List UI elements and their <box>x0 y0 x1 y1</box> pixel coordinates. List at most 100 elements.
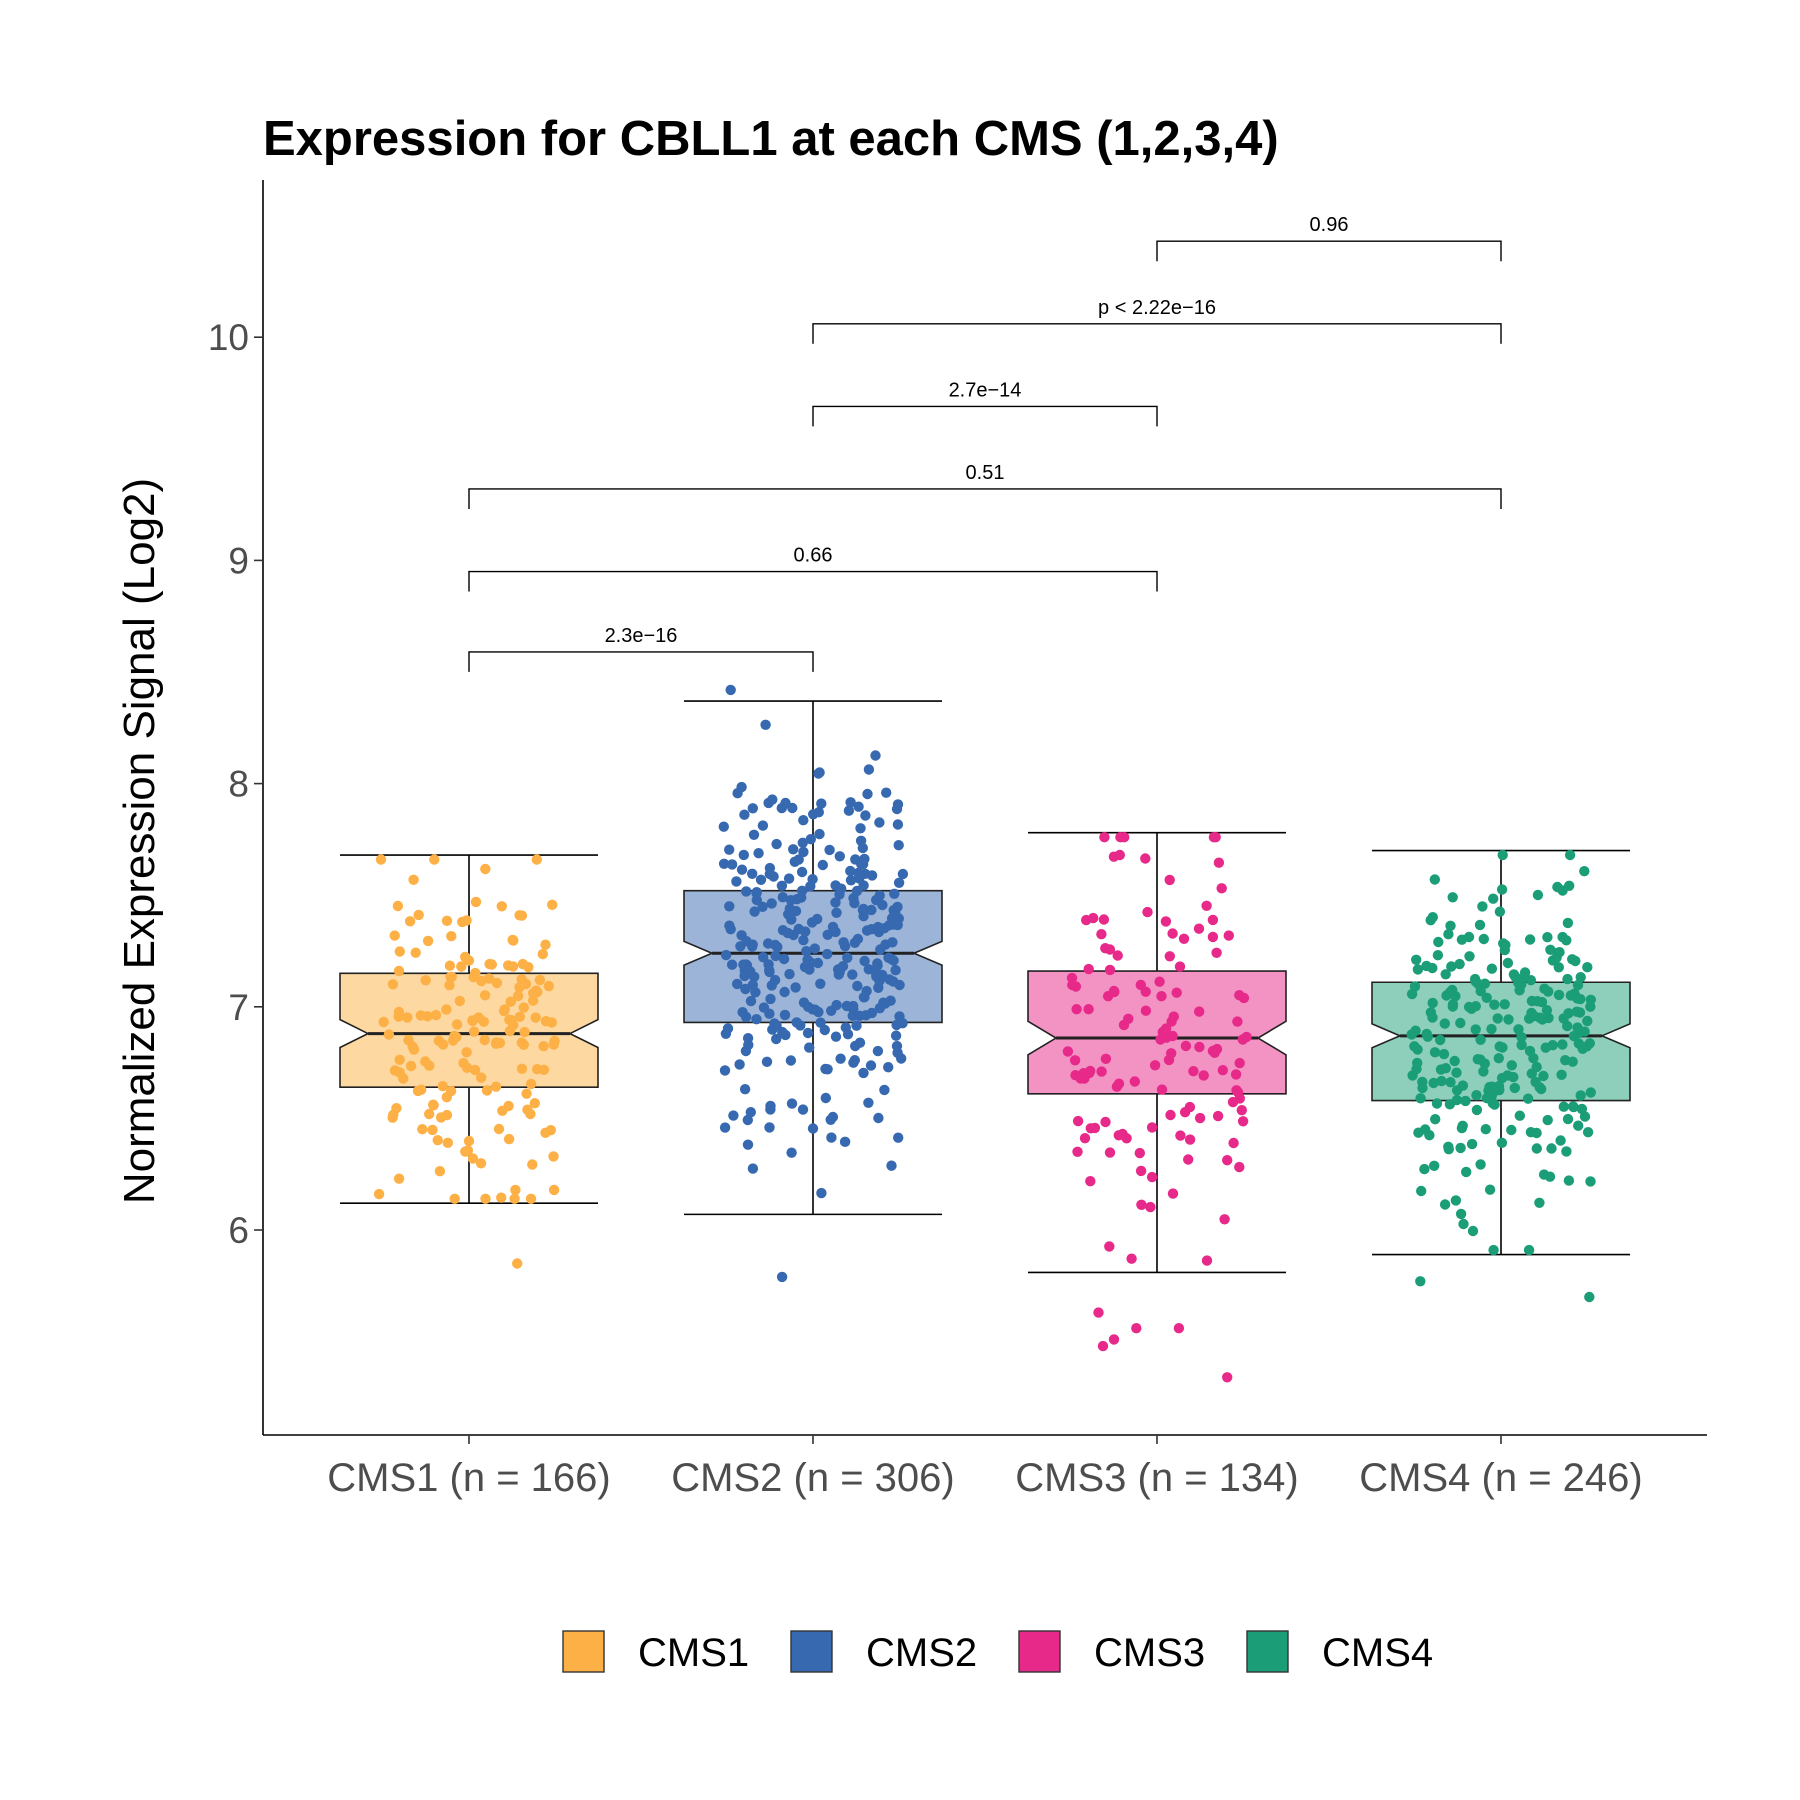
data-point <box>1145 1201 1156 1213</box>
data-point <box>1085 1065 1096 1077</box>
data-point <box>796 866 808 878</box>
data-point <box>1443 929 1454 940</box>
data-point <box>516 1037 527 1048</box>
data-point <box>508 935 519 946</box>
data-point <box>827 921 839 933</box>
data-point <box>747 1163 759 1174</box>
data-point <box>740 1045 752 1057</box>
data-point <box>1499 999 1510 1010</box>
data-point <box>1168 1011 1180 1022</box>
outlier-point <box>1097 1340 1109 1352</box>
data-point <box>835 1053 846 1064</box>
data-point <box>1470 1024 1481 1035</box>
data-point <box>1194 1112 1206 1124</box>
data-point <box>766 980 777 991</box>
data-point <box>1503 1014 1514 1025</box>
data-point <box>508 1019 519 1031</box>
box-group-cms3 <box>1027 831 1287 1383</box>
data-point <box>469 1064 481 1076</box>
data-point <box>852 933 864 945</box>
legend-item-cms2: CMS2 <box>790 1630 977 1675</box>
data-point <box>1471 1090 1482 1101</box>
data-point <box>1183 1154 1194 1165</box>
data-point <box>527 995 539 1006</box>
data-point <box>742 1139 754 1150</box>
y-tick-label: 8 <box>228 764 249 805</box>
data-point <box>1171 987 1182 998</box>
data-point <box>1563 1175 1575 1186</box>
data-point <box>779 1009 791 1021</box>
y-tick-label: 7 <box>228 987 249 1028</box>
data-point <box>751 887 762 898</box>
data-point <box>745 995 757 1007</box>
data-point <box>427 1124 438 1136</box>
data-point <box>1193 923 1205 934</box>
data-point <box>1471 1104 1483 1116</box>
data-point <box>1089 1122 1101 1134</box>
comparison-bracket: 0.96 <box>1156 214 1502 262</box>
data-point <box>1194 1006 1205 1017</box>
data-point <box>531 854 542 865</box>
data-point <box>736 864 748 875</box>
outlier-point <box>512 1258 523 1269</box>
points-cms1 <box>373 854 560 1269</box>
outlier-point <box>1093 1307 1104 1318</box>
data-point <box>790 982 801 993</box>
data-point <box>1585 1176 1596 1187</box>
data-point <box>1062 1046 1074 1057</box>
data-point <box>1227 1096 1239 1108</box>
data-point <box>1475 1034 1486 1046</box>
data-point <box>1571 1006 1583 1017</box>
data-point <box>1493 1080 1505 1092</box>
data-point <box>405 1060 417 1072</box>
data-point <box>755 874 767 885</box>
data-point <box>1201 900 1212 911</box>
data-point <box>791 1017 802 1028</box>
data-point <box>1201 1255 1213 1266</box>
points-cms4 <box>1406 849 1597 1303</box>
data-point <box>1104 944 1116 955</box>
legend-item-cms4: CMS4 <box>1246 1630 1433 1675</box>
data-point <box>845 865 856 877</box>
data-point <box>790 905 802 917</box>
data-point <box>776 802 787 814</box>
data-point <box>740 1011 752 1023</box>
data-point <box>540 939 551 950</box>
data-point <box>1234 1057 1245 1069</box>
data-point <box>892 819 904 830</box>
box-group-cms1 <box>339 854 599 1269</box>
data-point <box>1542 932 1553 943</box>
data-point <box>741 886 752 897</box>
data-point <box>449 1030 460 1042</box>
data-point <box>815 1017 826 1028</box>
data-point <box>1443 1141 1454 1153</box>
x-tick-label: CMS4 (n = 246) <box>1359 1456 1642 1500</box>
data-point <box>853 867 864 879</box>
data-point <box>856 859 867 870</box>
data-point <box>480 1193 491 1205</box>
data-point <box>510 1184 521 1196</box>
data-point <box>788 844 799 855</box>
data-point <box>859 992 870 1003</box>
data-point <box>1430 1114 1441 1125</box>
data-point <box>1188 1066 1199 1077</box>
data-point <box>1514 1110 1526 1121</box>
data-point <box>1455 1017 1466 1029</box>
box-cms3 <box>1027 970 1287 1095</box>
data-point <box>1104 964 1116 976</box>
data-point <box>786 1098 798 1109</box>
data-point <box>719 1122 731 1133</box>
data-point <box>874 817 885 828</box>
data-point <box>375 854 387 865</box>
data-point <box>1525 975 1537 986</box>
data-point <box>373 1188 385 1200</box>
data-point <box>420 1056 431 1067</box>
data-point <box>540 1127 551 1139</box>
data-point <box>831 907 842 918</box>
data-point <box>1572 979 1584 991</box>
data-point <box>457 916 468 928</box>
data-point <box>1104 1241 1115 1252</box>
data-point <box>1445 1077 1456 1088</box>
data-point <box>1232 1087 1244 1098</box>
data-point <box>1479 978 1491 989</box>
